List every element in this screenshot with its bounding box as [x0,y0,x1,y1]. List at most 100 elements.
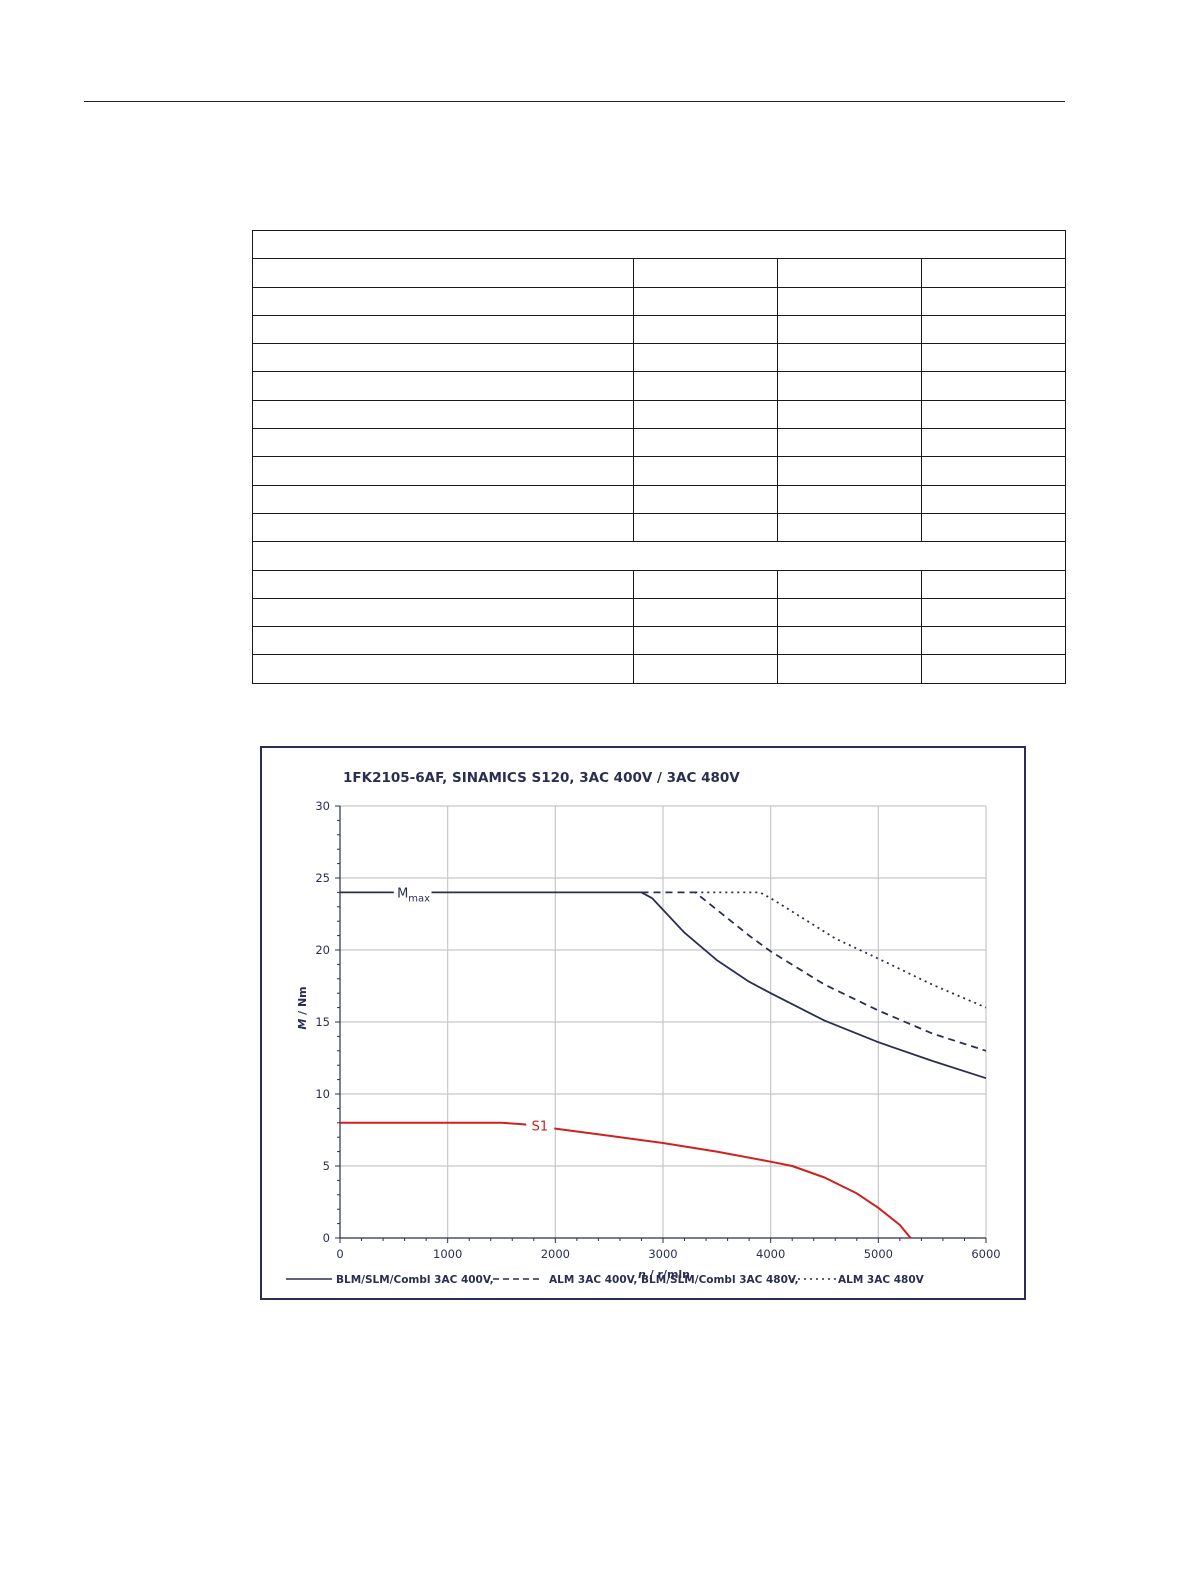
table-cell [921,258,1066,288]
table-cell [633,569,778,599]
table-cell [921,512,1066,543]
chart-title: 1FK2105-6AF, SINAMICS S120, 3AC 400V / 3… [343,770,740,786]
table-cell [777,343,922,373]
legend-label-0: BLM/SLM/Combl 3AC 400V, [336,1274,494,1286]
table-cell [921,399,1066,430]
table-cell [777,371,922,401]
table-cell [252,343,634,373]
chart-legend: BLM/SLM/Combl 3AC 400V, ALM 3AC 400V, BLM… [286,1274,925,1286]
table-cell [633,428,778,458]
legend-label-1: ALM 3AC 400V, BLM/SLM/Combl 3AC 480V, [549,1274,799,1286]
table-cell [633,456,778,486]
table-cell [777,484,922,514]
table-cell [252,258,634,288]
table-cell [252,456,634,486]
x-tick-label: 1000 [433,1247,462,1261]
x-tick-label: 3000 [648,1247,677,1261]
y-axis-label: M / Nm [296,986,309,1029]
x-tick-label: 4000 [756,1247,785,1261]
mmax-label: Mmax [397,886,430,904]
legend-label-2: ALM 3AC 480V [838,1274,925,1286]
table-row [252,258,1066,288]
table-cell [777,456,922,486]
table-cell [633,654,778,684]
table-cell [921,484,1066,514]
y-tick-label: 25 [315,871,330,885]
x-tick-label: 6000 [971,1247,1000,1261]
table-cell [921,597,1066,628]
table-cell [921,456,1066,486]
y-tick-label: 0 [323,1231,330,1245]
table-row [252,286,1066,316]
table-row [252,512,1066,543]
x-axis-label: n / r/mln [638,1268,690,1281]
chart-grid [340,805,987,1238]
table-cell [633,343,778,373]
table-cell [252,569,634,599]
y-tick-label: 15 [315,1015,330,1029]
table-cell [921,286,1066,316]
table-cell [921,569,1066,599]
table-cell [921,343,1066,373]
mmax-label-bg [393,882,432,905]
series-line-2 [695,891,987,1009]
table-row [252,541,1066,571]
torque-speed-chart: 1FK2105-6AF, SINAMICS S120, 3AC 400V / 3… [286,770,1001,1286]
table-cell [252,371,634,401]
table-cell [252,654,634,684]
x-tick-label: 0 [336,1247,343,1261]
table-cell [921,371,1066,401]
x-tick-label: 2000 [541,1247,570,1261]
table-cell [777,512,922,543]
chart-frame: 1FK2105-6AF, SINAMICS S120, 3AC 400V / 3… [260,746,1026,1300]
table-cell [633,399,778,430]
series-line-0 [340,891,987,1080]
table-cell [252,597,634,628]
table-cell [633,626,778,656]
series-line-1 [641,891,987,1052]
table-cell [633,512,778,543]
table-row [252,371,1066,401]
table-cell [921,654,1066,684]
chart-axes: 0 1000 2000 3000 4000 5000 6000 0 5 10 15 20 25 30 [315,799,1000,1261]
x-tick-label: 5000 [864,1247,893,1261]
table-cell [252,428,634,458]
header-rule [84,101,1065,102]
table-cell [777,597,922,628]
spec-table-body [252,229,1066,684]
y-tick-label: 5 [323,1159,330,1173]
table-row [252,654,1066,684]
table-cell [633,597,778,628]
table-row [252,484,1066,514]
table-cell [252,484,634,514]
table-cell [777,258,922,288]
table-cell [921,428,1066,458]
table-cell [633,258,778,288]
table-row [252,428,1066,458]
y-tick-label: 20 [315,943,330,957]
table-row [252,626,1066,656]
table-cell [777,626,922,656]
table-row [252,343,1066,373]
table-row [252,399,1066,430]
table-cell [633,371,778,401]
table-section-cell [252,541,1066,571]
table-cell [777,399,922,430]
table-row [252,569,1066,599]
series-line-3 [340,1121,912,1239]
table-cell [252,626,634,656]
table-cell [252,314,634,345]
table-section-cell [252,229,1066,260]
table-cell [777,569,922,599]
table-row [252,229,1066,260]
y-tick-label: 30 [315,799,330,813]
table-cell [921,314,1066,345]
table-cell [633,314,778,345]
table-cell [921,626,1066,656]
table-row [252,456,1066,486]
table-cell [777,654,922,684]
s1-label-bg [526,1115,555,1136]
table-cell [633,286,778,316]
table-cell [252,512,634,543]
y-tick-label: 10 [315,1087,330,1101]
